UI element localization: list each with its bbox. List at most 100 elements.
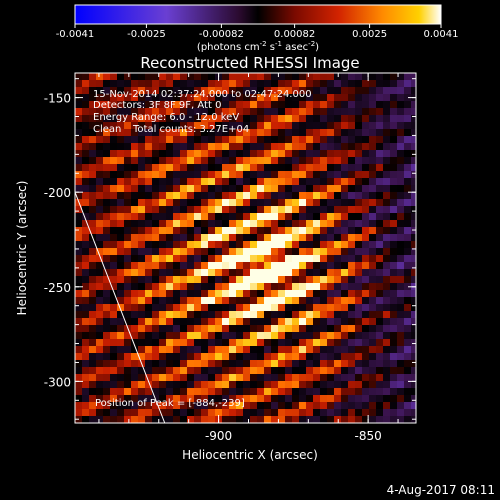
heatmap-cell <box>390 171 397 178</box>
heatmap-cell <box>404 304 411 311</box>
heatmap-cell <box>159 122 166 129</box>
heatmap-cell <box>82 262 89 269</box>
heatmap-cell <box>376 339 383 346</box>
heatmap-cell <box>327 360 334 367</box>
heatmap-cell <box>348 318 355 325</box>
heatmap-cell <box>180 248 187 255</box>
heatmap-cell <box>327 80 334 87</box>
heatmap-cell <box>215 192 222 199</box>
heatmap-cell <box>194 269 201 276</box>
heatmap-cell <box>362 276 369 283</box>
heatmap-cell <box>110 255 117 262</box>
heatmap-cell <box>292 395 299 402</box>
heatmap-cell <box>257 346 264 353</box>
heatmap-cell <box>313 157 320 164</box>
heatmap-cell <box>292 360 299 367</box>
heatmap-cell <box>145 290 152 297</box>
heatmap-cell <box>89 248 96 255</box>
heatmap-cell <box>404 339 411 346</box>
heatmap-cell <box>222 143 229 150</box>
heatmap-cell <box>334 220 341 227</box>
heatmap-cell <box>355 416 362 423</box>
heatmap-cell <box>348 157 355 164</box>
heatmap-cell <box>306 150 313 157</box>
heatmap-cell <box>243 255 250 262</box>
heatmap-cell <box>89 108 96 115</box>
heatmap-cell <box>236 304 243 311</box>
heatmap-cell <box>271 171 278 178</box>
heatmap-cell <box>341 248 348 255</box>
heatmap-cell <box>215 402 222 409</box>
heatmap-cell <box>124 346 131 353</box>
heatmap-cell <box>159 94 166 101</box>
heatmap-cell <box>369 178 376 185</box>
heatmap-cell <box>82 192 89 199</box>
heatmap-cell <box>166 185 173 192</box>
heatmap-cell <box>376 416 383 423</box>
heatmap-cell <box>278 164 285 171</box>
heatmap-cell <box>285 101 292 108</box>
heatmap-cell <box>222 185 229 192</box>
heatmap-cell <box>131 150 138 157</box>
heatmap-cell <box>208 206 215 213</box>
heatmap-cell <box>278 388 285 395</box>
heatmap-cell <box>292 311 299 318</box>
heatmap-cell <box>215 213 222 220</box>
heatmap-cell <box>103 150 110 157</box>
heatmap-cell <box>306 346 313 353</box>
heatmap-cell <box>124 206 131 213</box>
heatmap-cell <box>236 374 243 381</box>
heatmap-cell <box>131 409 138 416</box>
heatmap-cell <box>194 276 201 283</box>
heatmap-cell <box>292 115 299 122</box>
heatmap-cell <box>285 115 292 122</box>
heatmap-cell <box>145 122 152 129</box>
heatmap-cell <box>243 360 250 367</box>
heatmap-cell <box>299 94 306 101</box>
heatmap-cell <box>404 332 411 339</box>
heatmap-cell <box>159 367 166 374</box>
heatmap-cell <box>243 409 250 416</box>
heatmap-cell <box>110 304 117 311</box>
heatmap-cell <box>243 304 250 311</box>
heatmap-cell <box>145 171 152 178</box>
heatmap-cell <box>229 346 236 353</box>
heatmap-cell <box>404 94 411 101</box>
heatmap-cell <box>369 367 376 374</box>
heatmap-cell <box>201 367 208 374</box>
heatmap-cell <box>376 150 383 157</box>
heatmap-cell <box>257 129 264 136</box>
heatmap-cell <box>390 87 397 94</box>
heatmap-cell <box>369 108 376 115</box>
heatmap-cell <box>250 213 257 220</box>
heatmap-cell <box>306 136 313 143</box>
heatmap-cell <box>278 339 285 346</box>
heatmap-cell <box>159 234 166 241</box>
heatmap-cell <box>278 367 285 374</box>
heatmap-cell <box>355 199 362 206</box>
heatmap-cell <box>229 353 236 360</box>
heatmap-cell <box>397 262 404 269</box>
heatmap-cell <box>75 192 82 199</box>
heatmap-cell <box>152 129 159 136</box>
heatmap-cell <box>173 115 180 122</box>
heatmap-cell <box>96 157 103 164</box>
heatmap-cell <box>334 395 341 402</box>
heatmap-cell <box>89 325 96 332</box>
heatmap-cell <box>341 213 348 220</box>
heatmap-cell <box>194 178 201 185</box>
heatmap-cell <box>285 164 292 171</box>
heatmap-cell <box>285 157 292 164</box>
heatmap-cell <box>257 101 264 108</box>
heatmap-cell <box>383 143 390 150</box>
heatmap-cell <box>159 346 166 353</box>
heatmap-cell <box>292 346 299 353</box>
heatmap-cell <box>243 248 250 255</box>
heatmap-cell <box>292 283 299 290</box>
heatmap-cell <box>201 227 208 234</box>
heatmap-cell <box>131 241 138 248</box>
heatmap-cell <box>117 248 124 255</box>
heatmap-cell <box>208 367 215 374</box>
heatmap-cell <box>348 367 355 374</box>
heatmap-cell <box>82 409 89 416</box>
